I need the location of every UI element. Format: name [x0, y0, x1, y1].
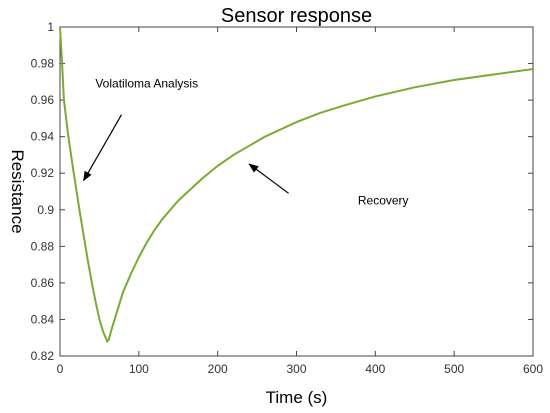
x-tick-label: 0 — [57, 362, 64, 376]
x-tick-label: 600 — [523, 362, 543, 376]
y-tick-label: 0.98 — [31, 57, 55, 71]
annotation-label: Volatiloma Analysis — [95, 76, 198, 90]
annotations: Volatiloma Analysis Recovery — [83, 76, 409, 207]
x-tick-label: 300 — [286, 362, 306, 376]
chart-title: Sensor response — [221, 5, 372, 27]
x-tick-label: 500 — [444, 362, 464, 376]
x-tick-label: 200 — [208, 362, 228, 376]
y-tick-label: 0.94 — [31, 130, 55, 144]
annotation-label: Recovery — [358, 193, 409, 207]
y-tick-label: 0.92 — [31, 166, 55, 180]
x-axis-label: Time (s) — [266, 388, 328, 407]
y-tick-label: 1 — [47, 20, 54, 34]
y-tick-label: 0.96 — [31, 93, 55, 107]
x-tick-label: 400 — [365, 362, 385, 376]
y-tick-label: 0.86 — [31, 276, 55, 290]
annotation-arrow — [248, 163, 289, 194]
axis-ticks — [59, 26, 534, 357]
series-line — [59, 26, 534, 344]
y-tick-label: 0.9 — [37, 203, 54, 217]
annotation-arrow — [83, 114, 123, 182]
x-tick-label: 100 — [129, 362, 149, 376]
y-tick-label: 0.82 — [31, 349, 55, 363]
y-tick-label: 0.84 — [31, 312, 55, 326]
y-axis-label: Resistance — [8, 149, 27, 233]
tick-labels: 0 100 200 300 400 500 600 0.82 0.84 0.86 0.88 0.9 0.… — [31, 20, 544, 376]
y-tick-label: 0.88 — [31, 239, 55, 253]
